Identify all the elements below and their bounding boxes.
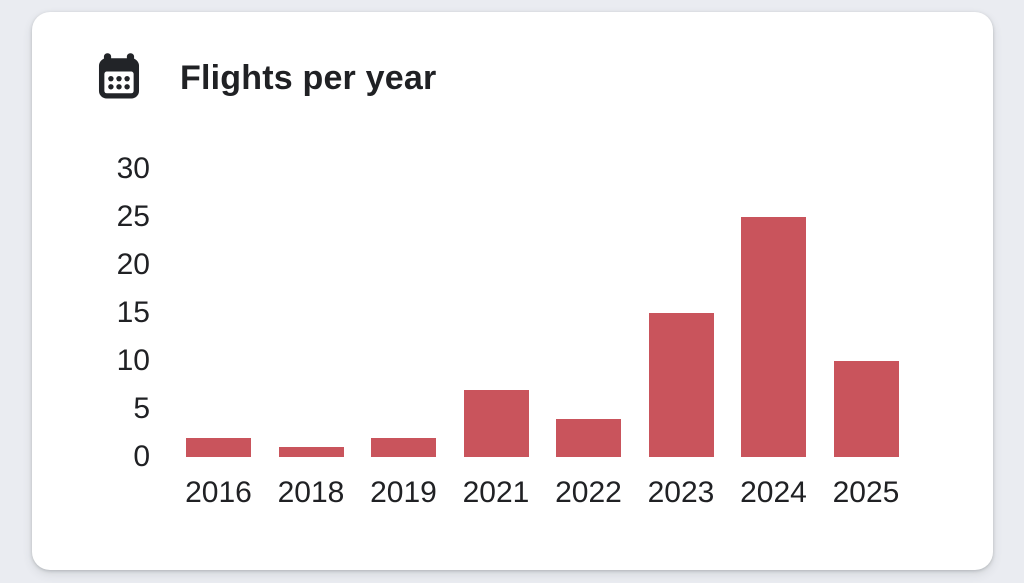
x-axis-label: 2018: [277, 476, 345, 509]
x-axis-label: 2021: [462, 476, 530, 509]
x-axis-label: 2022: [555, 476, 622, 509]
x-axis-label: 2016: [185, 476, 252, 509]
calendar-icon: [98, 53, 140, 99]
card-header: Flights per year: [92, 50, 436, 106]
bar-2018[interactable]: [278, 447, 344, 457]
flights-bar-chart: 0 5 10 15 20 25 30 2016 2018 2019 2021 2022 2023 2024…: [32, 12, 993, 570]
x-axis-label: 2019: [370, 476, 437, 509]
bar-2021[interactable]: [463, 389, 529, 457]
bar-2016[interactable]: [186, 437, 251, 457]
bar-2019[interactable]: [371, 437, 436, 457]
x-axis-label: 2023: [647, 476, 715, 509]
y-axis-tick-label: 10: [116, 344, 150, 377]
bar-2022[interactable]: [556, 418, 621, 457]
bar-2024[interactable]: [741, 217, 806, 457]
y-axis-tick-label: 15: [116, 296, 150, 329]
y-axis-tick-label: 20: [116, 248, 150, 281]
bar-2025[interactable]: [833, 361, 899, 457]
y-axis-tick-label: 30: [116, 152, 150, 185]
y-axis-tick-label: 5: [133, 392, 150, 425]
y-axis-tick-label: 0: [133, 440, 150, 473]
y-axis-tick-label: 25: [116, 200, 150, 233]
x-axis-label: 2024: [740, 476, 807, 509]
bar-2023[interactable]: [648, 313, 714, 457]
card-title: Flights per year: [180, 58, 437, 97]
flights-card: Flights per year 0 5 10 15 20 25 30 2016 2018 201…: [32, 12, 993, 570]
x-axis-label: 2025: [832, 476, 900, 509]
